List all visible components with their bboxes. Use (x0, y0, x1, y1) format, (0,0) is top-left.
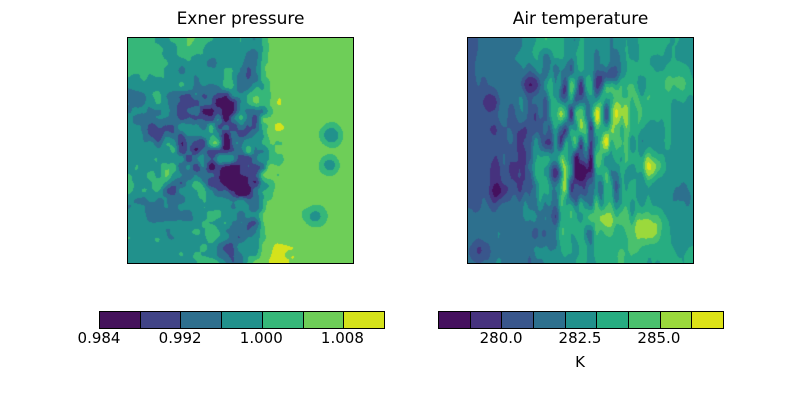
colorbar-segment (222, 312, 263, 328)
air-temperature-colorbar (438, 311, 724, 329)
colorbar-tick-label: 282.5 (558, 329, 602, 347)
exner-pressure-colorbar (99, 311, 385, 329)
colorbar-segment (470, 312, 503, 328)
colorbar-segment (565, 312, 598, 328)
colorbar-tick-label: 1.008 (320, 329, 364, 347)
air-temperature-colorbar-ticks: 280.0 282.5 285.0 (438, 330, 722, 346)
colorbar-segment (660, 312, 693, 328)
colorbar-segment (692, 312, 724, 328)
exner-pressure-contour-canvas (128, 38, 353, 263)
colorbar-segment (100, 312, 141, 328)
colorbar-segment (344, 312, 385, 328)
colorbar-segment (181, 312, 223, 328)
plot-title-air-temperature: Air temperature (512, 9, 649, 29)
air-temperature-contour-plot (467, 37, 694, 264)
colorbar-segment (303, 312, 345, 328)
exner-pressure-colorbar-ticks: 0.984 0.992 1.000 1.008 (78, 329, 383, 347)
colorbar-segment (140, 312, 182, 328)
colorbar-segment (439, 312, 471, 328)
colorbar-tick-label: 285.0 (637, 329, 681, 347)
colorbar-segment (262, 312, 304, 328)
colorbar-tick-label: 0.984 (77, 329, 121, 347)
colorbar-segment (629, 312, 661, 328)
exner-pressure-contour-plot (127, 37, 354, 264)
colorbar-segment (534, 312, 566, 328)
plot-title-exner-pressure: Exner pressure (176, 9, 305, 29)
air-temperature-contour-canvas (468, 38, 693, 263)
colorbar-tick-label: 0.992 (158, 329, 202, 347)
colorbar-tick-label: 1.000 (239, 329, 283, 347)
colorbar-segment (597, 312, 630, 328)
colorbar-unit-label: K (575, 353, 585, 371)
colorbar-segment (502, 312, 535, 328)
colorbar-tick-label: 280.0 (479, 329, 523, 347)
